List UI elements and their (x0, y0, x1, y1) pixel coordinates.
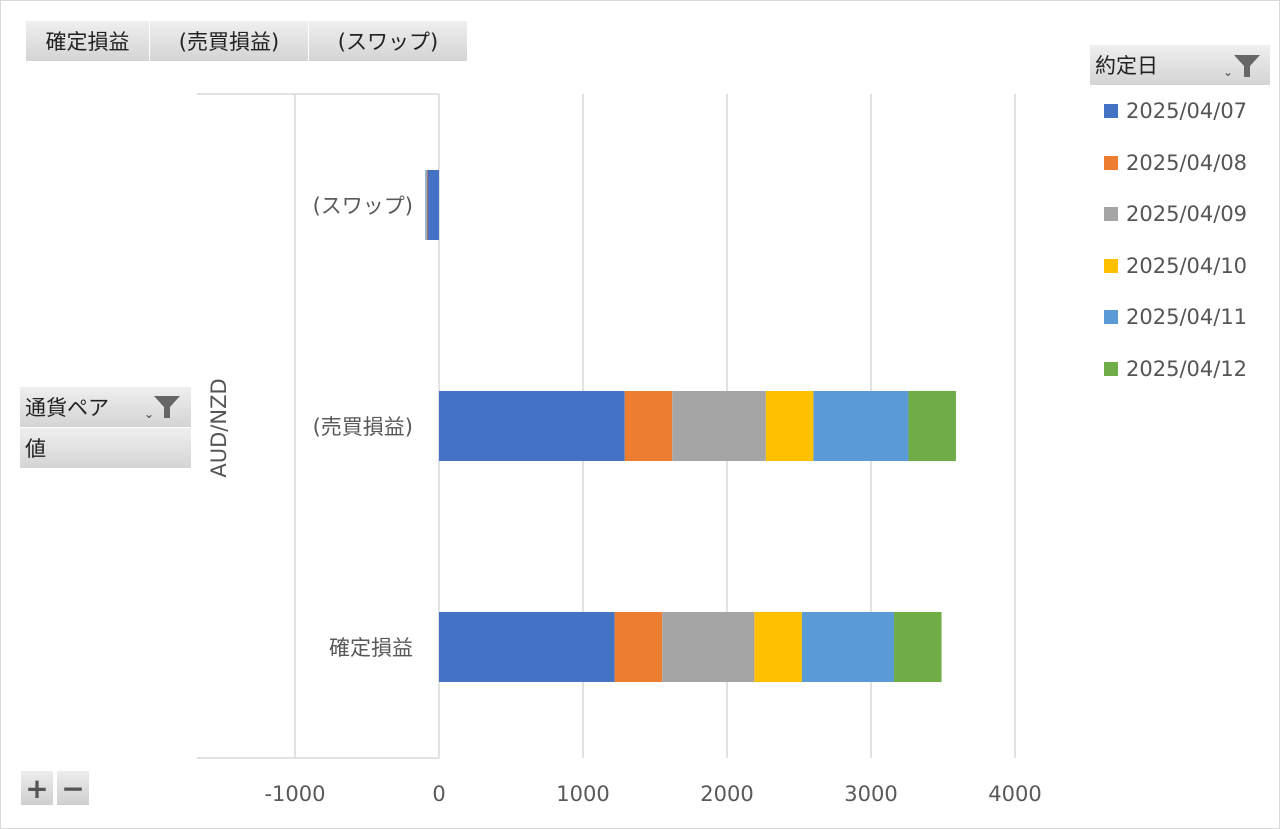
legend-item[interactable]: 2025/04/10 (1104, 254, 1247, 278)
legend-label: 2025/04/09 (1126, 202, 1248, 226)
bar-segment[interactable] (908, 391, 956, 461)
bar-segment[interactable] (614, 612, 663, 682)
x-tick-labels: -1000 0 1000 2000 3000 4000 (264, 782, 1041, 806)
legend-label: 2025/04/12 (1126, 356, 1248, 381)
field-button-kakutei[interactable]: 確定損益 (26, 21, 150, 61)
legend-item[interactable]: 2025/04/11 (1104, 305, 1247, 329)
legend-swatch (1104, 361, 1118, 376)
funnel-filter-icon (1234, 55, 1260, 77)
bar-segment[interactable] (662, 612, 755, 682)
bar-segment[interactable] (754, 612, 802, 682)
category-label: (スワップ) (313, 194, 413, 218)
expand-button[interactable]: + (21, 771, 53, 805)
bar-segment[interactable] (801, 612, 895, 682)
field-button-baibai[interactable]: (売買損益) (150, 21, 309, 61)
x-tick-label: 3000 (844, 782, 897, 806)
row-field-label: 通貨ペア (25, 396, 109, 420)
legend-label: 2025/04/08 (1126, 150, 1248, 175)
row-field-button[interactable]: 通貨ペア ⌄ (20, 387, 191, 427)
category-label: 確定損益 (329, 636, 413, 660)
bar-segment[interactable] (624, 391, 673, 461)
legend-item[interactable]: 2025/04/08 (1104, 151, 1247, 175)
bar-segment[interactable] (894, 612, 942, 682)
x-tick-label: 4000 (988, 782, 1041, 806)
dropdown-arrow-icon: ⌄ (1223, 65, 1234, 79)
x-tick-label: 2000 (700, 782, 753, 806)
legend-swatch (1104, 155, 1118, 170)
field-button-swap[interactable]: (スワップ) (309, 21, 468, 61)
legend-field-button[interactable]: 約定日 ⌄ (1090, 45, 1270, 85)
legend-item[interactable]: 2025/04/09 (1104, 202, 1247, 226)
bar-segment[interactable] (426, 170, 427, 240)
bar-segment[interactable] (765, 391, 814, 461)
x-tick-label: 1000 (556, 782, 609, 806)
value-field-button[interactable]: 値 (20, 428, 191, 468)
bar-segment[interactable] (672, 391, 766, 461)
legend-field-label: 約定日 (1095, 54, 1158, 78)
category-labels: 確定損益 (売買損益) (スワップ) (313, 194, 413, 660)
category-label: (売買損益) (313, 415, 413, 439)
legend-swatch (1104, 207, 1118, 221)
bar-segment[interactable] (426, 170, 428, 240)
bar-segment[interactable] (427, 170, 439, 240)
legend-item[interactable]: 2025/04/12 (1104, 357, 1247, 381)
group-label: AUD/NZD (207, 378, 231, 477)
bar-segment[interactable] (439, 391, 625, 461)
collapse-button[interactable]: − (57, 771, 89, 805)
legend-label: 2025/04/07 (1126, 99, 1248, 123)
dropdown-arrow-icon: ⌄ (144, 407, 155, 421)
legend-swatch (1104, 258, 1118, 273)
legend-swatch (1104, 310, 1118, 324)
bar-segment[interactable] (425, 170, 427, 240)
legend-label: 2025/04/11 (1126, 305, 1248, 329)
bar-segment[interactable] (813, 391, 909, 461)
legend-item[interactable]: 2025/04/07 (1104, 99, 1247, 123)
x-tick-label: -1000 (264, 782, 325, 806)
legend-label: 2025/04/10 (1126, 253, 1248, 278)
bar-segment[interactable] (439, 612, 615, 682)
funnel-filter-icon (154, 396, 180, 418)
legend-swatch (1104, 104, 1118, 118)
x-tick-label: 0 (432, 782, 445, 806)
bars (425, 170, 956, 682)
